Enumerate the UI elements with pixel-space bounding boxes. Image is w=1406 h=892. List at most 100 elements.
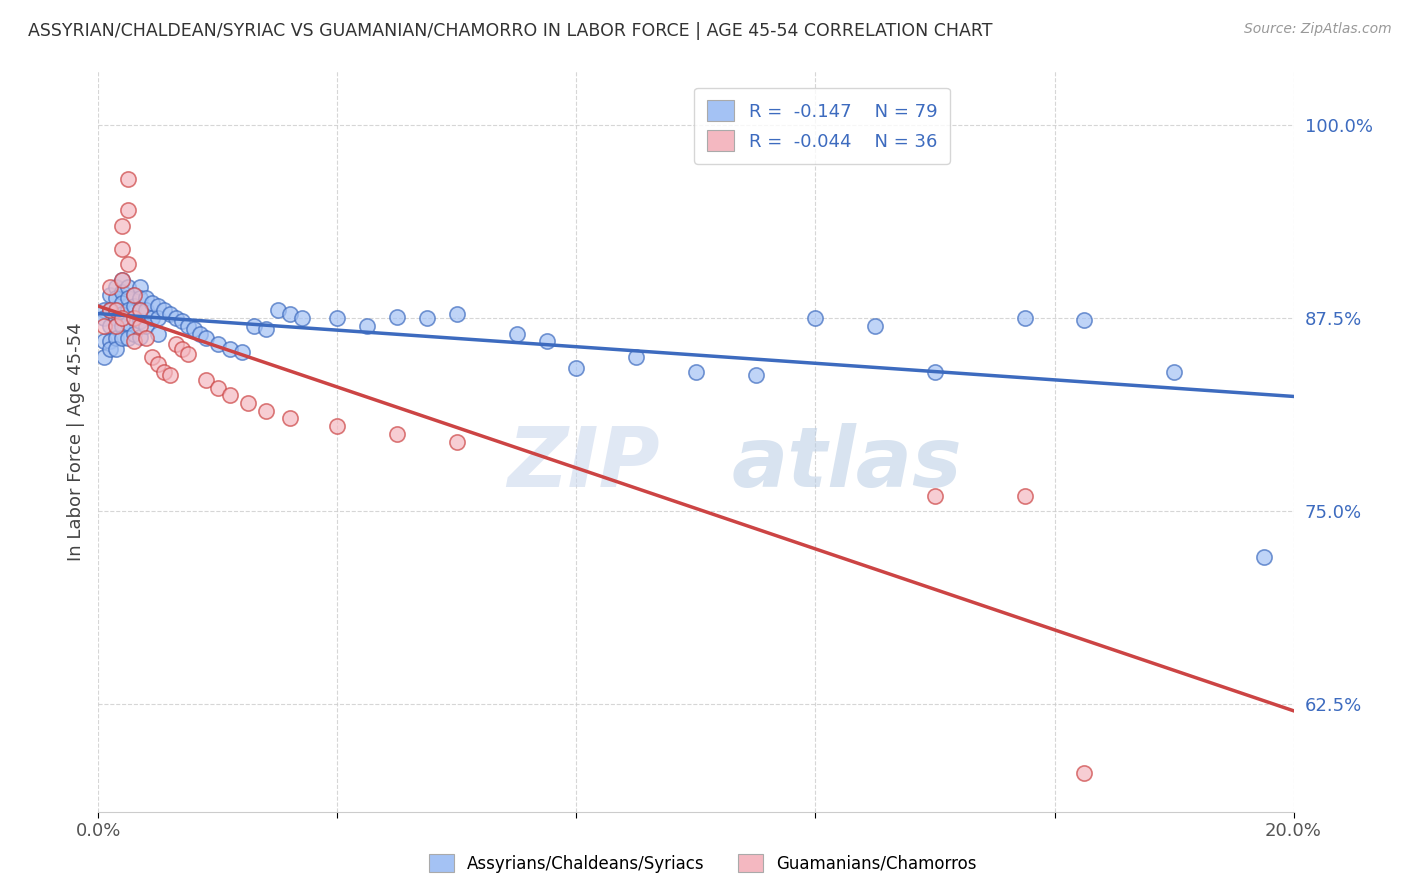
Point (385, 426, 409, 441)
Text: ZIP: ZIP (508, 423, 661, 504)
Point (135, 291, 157, 305)
Point (356, 318, 378, 333)
Point (924, 365, 946, 379)
Point (129, 291, 152, 305)
Point (172, 314, 194, 328)
Point (105, 303, 128, 318)
Point (124, 334, 146, 349)
Point (93, 303, 115, 318)
Point (141, 350, 163, 364)
Point (159, 368, 181, 383)
Point (124, 288, 146, 302)
Point (105, 303, 128, 318)
Point (129, 318, 152, 333)
Point (129, 314, 152, 328)
Point (254, 403, 277, 417)
Point (278, 411, 301, 425)
Point (267, 303, 290, 318)
Point (416, 311, 439, 326)
Point (98, 303, 122, 318)
Point (148, 299, 170, 313)
Point (98, 303, 122, 318)
Point (111, 272, 134, 286)
Point (172, 342, 194, 356)
Point (254, 322, 277, 336)
Point (129, 303, 152, 318)
Point (98, 288, 122, 302)
Point (105, 311, 128, 326)
Point (105, 280, 128, 294)
Point (536, 334, 558, 349)
Point (129, 303, 152, 318)
Point (111, 331, 134, 345)
Point (165, 311, 187, 326)
Point (93, 334, 115, 349)
Point (865, 318, 887, 333)
Point (177, 318, 200, 333)
Point (98, 334, 122, 349)
Point (1253, 550, 1275, 565)
Point (141, 311, 163, 326)
Point (745, 368, 768, 383)
Point (135, 303, 157, 318)
Point (124, 311, 146, 326)
Point (117, 280, 139, 294)
Point (506, 326, 529, 341)
Point (183, 322, 205, 336)
Point (111, 311, 134, 326)
Point (148, 358, 170, 372)
Point (93, 350, 115, 364)
Point (111, 272, 134, 286)
Point (105, 318, 128, 333)
Point (148, 311, 170, 326)
Point (124, 288, 146, 302)
Point (105, 342, 128, 356)
Point (117, 291, 139, 305)
Point (1014, 311, 1036, 326)
Point (98, 280, 122, 294)
Point (124, 326, 146, 341)
Point (195, 373, 218, 387)
Point (105, 318, 128, 333)
Point (243, 318, 266, 333)
Point (231, 345, 253, 359)
Point (326, 419, 349, 434)
Point (148, 326, 170, 341)
Point (1073, 766, 1095, 780)
Point (446, 434, 468, 449)
Point (924, 489, 946, 503)
Point (446, 306, 468, 320)
Point (111, 306, 134, 320)
Point (207, 380, 229, 394)
Point (159, 306, 181, 320)
Point (219, 342, 242, 356)
Text: atlas: atlas (733, 423, 963, 504)
Point (165, 337, 187, 351)
Point (105, 331, 128, 345)
Point (153, 303, 176, 318)
Point (804, 311, 827, 326)
Text: Source: ZipAtlas.com: Source: ZipAtlas.com (1244, 22, 1392, 37)
Point (1073, 312, 1095, 326)
Point (153, 365, 176, 379)
Point (1163, 365, 1185, 379)
Point (195, 331, 218, 345)
Point (117, 303, 139, 318)
Y-axis label: In Labor Force | Age 45-54: In Labor Force | Age 45-54 (66, 322, 84, 561)
Point (117, 203, 139, 218)
Point (278, 306, 301, 320)
Text: ASSYRIAN/CHALDEAN/SYRIAC VS GUAMANIAN/CHAMORRO IN LABOR FORCE | AGE 45-54 CORREL: ASSYRIAN/CHALDEAN/SYRIAC VS GUAMANIAN/CH… (28, 22, 993, 40)
Point (111, 295, 134, 310)
Point (129, 280, 152, 294)
Point (207, 337, 229, 351)
Point (117, 331, 139, 345)
Point (93, 318, 115, 333)
Point (124, 299, 146, 313)
Point (117, 316, 139, 330)
Point (98, 318, 122, 333)
Point (385, 310, 409, 324)
Point (565, 360, 588, 375)
Point (219, 388, 242, 402)
Point (236, 396, 259, 410)
Point (129, 329, 152, 343)
